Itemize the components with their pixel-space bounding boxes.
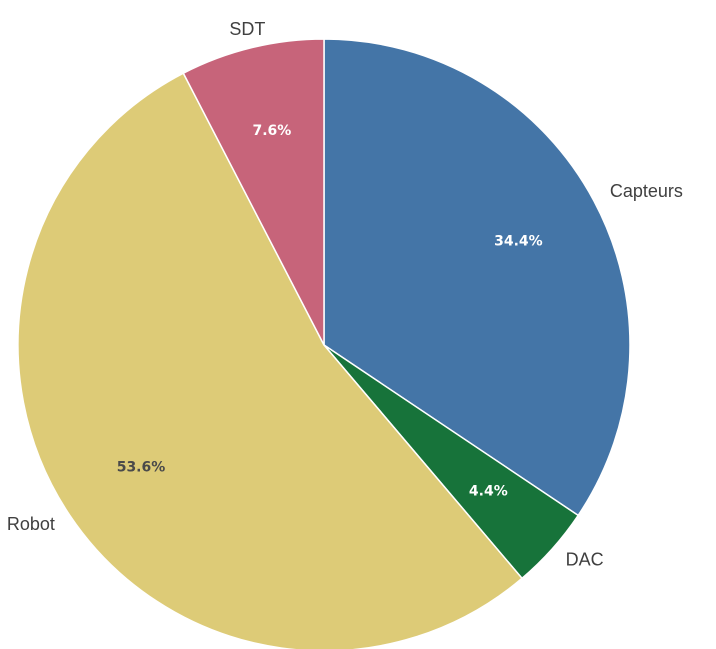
category-labels-layer: Capteurs DAC Robot SDT [7,19,683,570]
pie-slice-capteurs[interactable] [323,38,631,517]
pie-category-label-capteurs: Capteurs [610,181,683,201]
pie-value-label-dac: 4.4% [469,484,508,500]
pie-value-label-sdt: 7.6% [252,123,291,139]
pie-category-label-robot: Robot [7,514,55,534]
pie-value-label-robot: 53.6% [117,460,166,476]
pie-slice-robot[interactable] [17,72,524,649]
pie-category-label-dac: DAC [566,550,604,570]
pie-category-label-sdt: SDT [229,19,265,39]
pie-slice-sdt[interactable] [182,38,325,346]
slices-layer [17,38,631,649]
percent-labels-layer: 34.4% 4.4% 53.6% 7.6% [117,123,543,500]
pie-value-label-capteurs: 34.4% [494,233,543,249]
